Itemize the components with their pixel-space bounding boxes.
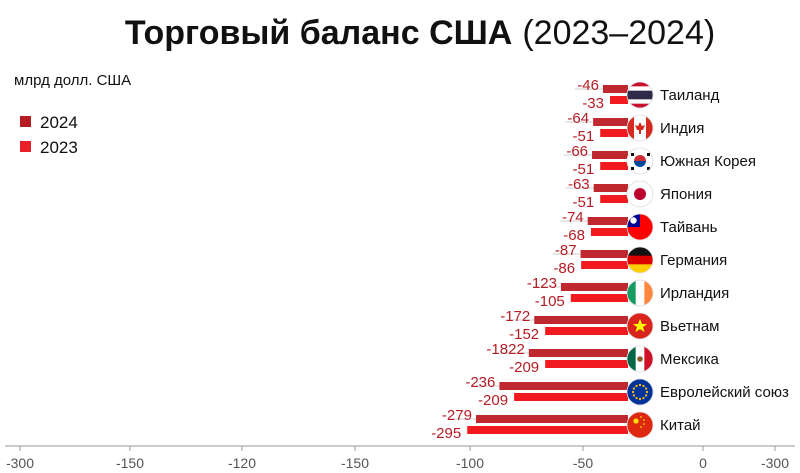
bar-2024 xyxy=(528,349,628,357)
bar-row: -172-152 Вьетнам xyxy=(500,308,719,343)
bar-2023 xyxy=(600,162,628,170)
country-label: Южная Корея xyxy=(660,153,756,170)
value-label-2024: -172 xyxy=(500,308,530,325)
value-label-2024: -1822 xyxy=(486,341,524,358)
value-label-2024: -87 xyxy=(555,242,577,259)
bar-2024 xyxy=(580,250,628,258)
bar-row: -64-51 Индия xyxy=(565,110,704,145)
bar-row: -63-51 Япония xyxy=(565,176,712,211)
x-tick-label: -100 xyxy=(456,455,484,471)
bar-2023 xyxy=(514,393,628,401)
taiwan-flag-icon xyxy=(627,214,653,240)
value-label-2023: -86 xyxy=(553,260,575,277)
bar-row: -87-86 Германия xyxy=(552,242,727,277)
value-label-2023: -68 xyxy=(563,227,585,244)
country-label: Индия xyxy=(660,120,704,137)
value-label-2023: -152 xyxy=(509,326,539,343)
bar-2024 xyxy=(534,316,628,324)
value-label-2024: -66 xyxy=(566,143,588,160)
bar-2023 xyxy=(570,294,628,302)
country-label: Тайвань xyxy=(660,219,718,236)
x-tick-label: 0 xyxy=(699,455,707,471)
bar-row: -74-68 Тайвань xyxy=(559,209,718,244)
value-label-2024: -63 xyxy=(568,176,590,193)
bar-2023 xyxy=(600,195,628,203)
legend-label-2024: 2024 xyxy=(40,113,78,132)
country-label: Таиланд xyxy=(660,87,720,104)
value-label-2023: -51 xyxy=(573,194,595,211)
country-label: Япония xyxy=(660,186,712,203)
country-label: Ирландия xyxy=(660,285,729,302)
legend: 2024 2023 xyxy=(20,113,78,157)
x-tick-label: -150 xyxy=(116,455,144,471)
bar-2024 xyxy=(475,415,628,423)
bar-2024 xyxy=(587,217,628,225)
bar-rows: -46-33 Таиланд-64-51 Индия-66-51 Южная Коре… xyxy=(431,77,789,442)
value-label-2024: -46 xyxy=(577,77,599,94)
value-label-2024: -123 xyxy=(527,275,557,292)
bar-row: -66-51 Южная Корея xyxy=(564,143,756,178)
germany-flag-icon xyxy=(627,247,653,273)
value-label-2023: -51 xyxy=(573,128,595,145)
bar-2023 xyxy=(610,96,628,104)
bar-row: -46-33 Таиланд xyxy=(574,77,720,112)
legend-swatch-2023 xyxy=(20,141,31,152)
south-korea-flag-icon xyxy=(627,148,653,174)
bar-2023 xyxy=(467,426,628,434)
mexico-flag-icon xyxy=(627,346,653,372)
bar-2024 xyxy=(593,118,628,126)
bar-2023 xyxy=(545,360,628,368)
country-label: Вьетнам xyxy=(660,318,719,335)
bar-2023 xyxy=(545,327,628,335)
x-tick-label: -120 xyxy=(228,455,256,471)
value-label-2024: -64 xyxy=(567,110,589,127)
eu-flag-icon xyxy=(627,379,653,405)
value-label-2024: -236 xyxy=(465,374,495,391)
country-label: Китай xyxy=(660,417,701,434)
value-label-2024: -279 xyxy=(442,407,472,424)
bar-2023 xyxy=(581,261,628,269)
vietnam-flag-icon xyxy=(627,313,653,339)
bar-2024 xyxy=(499,382,628,390)
ireland-flag-icon xyxy=(627,280,653,306)
thailand-flag-icon xyxy=(627,82,653,108)
bar-2024 xyxy=(602,85,628,93)
country-label: Мексика xyxy=(660,351,720,368)
value-label-2023: -33 xyxy=(582,95,604,112)
canada-flag-icon xyxy=(627,115,653,141)
chart-title: Торговый баланс США (2023–2024) xyxy=(125,14,715,52)
value-label-2023: -209 xyxy=(509,359,539,376)
bar-2024 xyxy=(593,184,628,192)
value-label-2023: -51 xyxy=(573,161,595,178)
value-label-2023: -209 xyxy=(478,392,508,409)
unit-label: млрд долл. США xyxy=(14,72,131,89)
bar-2024 xyxy=(592,151,628,159)
legend-swatch-2024 xyxy=(20,116,31,127)
x-axis: -300 -150 -120 -150 -100 -50 0 -300 xyxy=(5,445,795,471)
x-tick-label: -50 xyxy=(573,455,593,471)
bar-2024 xyxy=(560,283,628,291)
bar-2023 xyxy=(590,228,628,236)
x-tick-label: -150 xyxy=(341,455,369,471)
china-flag-icon xyxy=(627,412,653,438)
value-label-2023: -295 xyxy=(431,425,461,442)
country-label: Германия xyxy=(660,252,727,269)
value-label-2024: -74 xyxy=(562,209,584,226)
country-label: Евролейский союз xyxy=(660,384,789,401)
x-tick-label: -300 xyxy=(6,455,34,471)
bar-row: -1822-209 Мексика xyxy=(486,341,719,376)
bar-row: -236-209 Евролейский союз xyxy=(465,374,789,409)
bar-2023 xyxy=(600,129,628,137)
bar-row: -123-105 Ирландия xyxy=(527,275,729,310)
value-label-2023: -105 xyxy=(535,293,565,310)
x-tick-label: -300 xyxy=(761,455,789,471)
japan-flag-icon xyxy=(627,181,653,207)
bar-row: -279-295 Китай xyxy=(431,407,700,442)
legend-label-2023: 2023 xyxy=(40,138,78,157)
